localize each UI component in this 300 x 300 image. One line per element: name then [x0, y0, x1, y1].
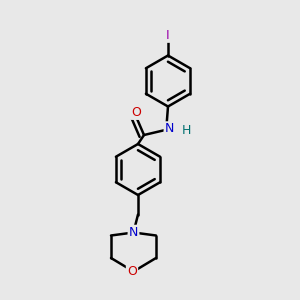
Text: N: N	[129, 226, 138, 239]
Text: O: O	[127, 265, 137, 278]
Text: H: H	[182, 124, 192, 137]
Text: I: I	[166, 28, 170, 42]
Text: N: N	[165, 122, 174, 136]
Text: O: O	[132, 106, 141, 119]
